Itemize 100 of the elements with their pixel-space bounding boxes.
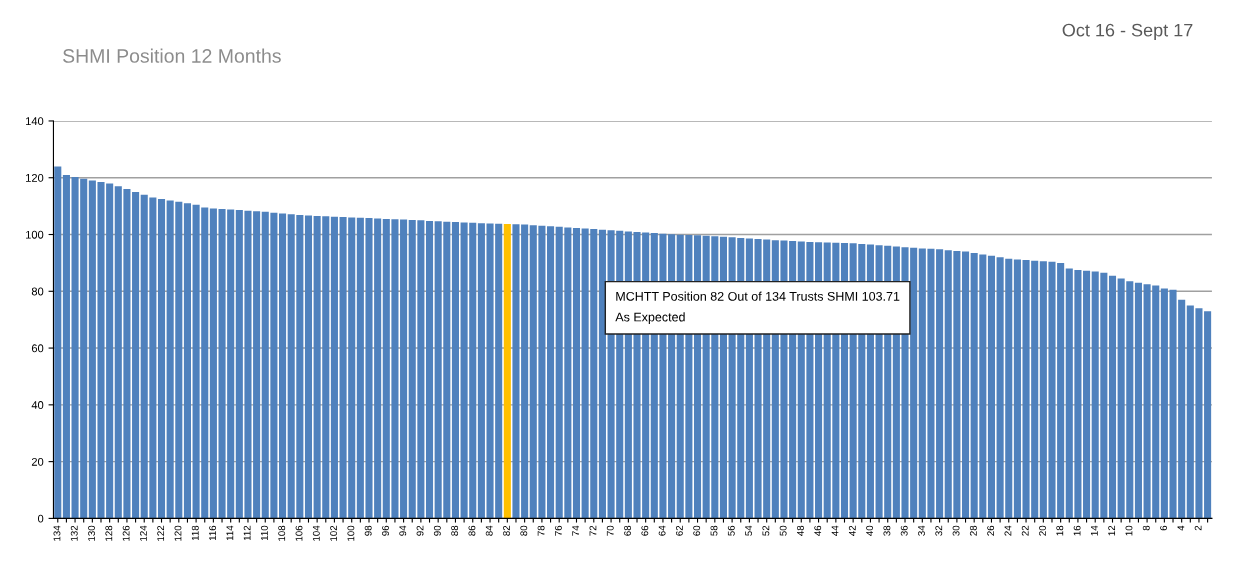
bar — [132, 191, 140, 519]
bar — [330, 216, 338, 519]
bar — [451, 222, 459, 519]
bar — [961, 251, 970, 519]
x-tick-label: 96 — [382, 525, 389, 536]
bar — [54, 166, 62, 519]
x-tick-label: 52 — [762, 525, 770, 536]
bar — [572, 227, 581, 519]
x-tick-label: 12 — [1108, 525, 1116, 536]
x-tick-label: 102 — [330, 525, 338, 541]
chart-subtitle: Oct 16 - Sept 17 — [1062, 23, 1193, 41]
x-tick-label: 26 — [987, 525, 995, 536]
x-tick-label: 54 — [745, 525, 753, 536]
chart-title: SHMI Position 12 Months — [63, 48, 281, 63]
x-tick-label: 68 — [624, 525, 631, 536]
x-tick-label: 110 — [260, 525, 268, 541]
x-tick-label: 108 — [278, 525, 286, 541]
x-tick-label: 20 — [1039, 525, 1046, 536]
x-tick-label: 56 — [727, 525, 735, 536]
x-tick-label: 48 — [797, 525, 804, 536]
x-tick-label: 30 — [952, 525, 960, 536]
x-tick-label: 24 — [1004, 525, 1012, 536]
x-tick-label: 6 — [1160, 525, 1167, 531]
x-tick-label: 66 — [641, 525, 649, 536]
x-tick-label: 60 — [693, 525, 701, 536]
x-tick-label: 104 — [312, 525, 320, 541]
x-tick-label: 78 — [537, 525, 545, 536]
x-tick-label: 38 — [883, 525, 891, 536]
annotation: MCHTT Position 82 Out of 134 Trusts SHMI 103.71 As Expected — [615, 291, 900, 324]
x-tick-label: 36 — [900, 525, 908, 536]
x-tick-label: 32 — [935, 525, 943, 536]
x-tick-label: 22 — [1021, 525, 1029, 536]
x-tick-label: 50 — [779, 525, 787, 536]
bar — [503, 223, 511, 519]
y-tick-label: 20 — [31, 457, 44, 466]
y-tick-label: 0 — [37, 514, 44, 523]
x-tick-label: 14 — [1091, 525, 1098, 536]
x-tick-label: 18 — [1056, 525, 1064, 536]
x-tick-label: 118 — [191, 525, 199, 541]
bar — [1134, 282, 1142, 519]
x-tick-label: 94 — [399, 525, 407, 536]
y-tick-label: 40 — [31, 401, 44, 409]
x-tick-label: 98 — [364, 525, 372, 536]
bar — [547, 226, 555, 519]
bar — [936, 249, 944, 519]
x-tick-label: 124 — [139, 525, 147, 541]
bar — [400, 219, 408, 519]
x-tick-label: 100 — [347, 525, 355, 541]
x-tick-label: 64 — [658, 525, 666, 536]
x-tick-label: 74 — [572, 525, 580, 536]
x-tick-label: 128 — [105, 525, 113, 541]
bar — [425, 220, 434, 519]
x-tick-label: 40 — [866, 525, 874, 536]
x-tick-label: 92 — [416, 525, 424, 536]
x-tick-label: 34 — [918, 525, 925, 536]
x-tick-label: 130 — [88, 525, 95, 541]
x-tick-label: 90 — [433, 525, 441, 536]
bar — [1108, 275, 1117, 519]
x-tick-label: 114 — [226, 525, 234, 541]
x-tick-label: 44 — [831, 525, 839, 536]
bar — [304, 215, 313, 519]
x-tick-label: 134 — [53, 525, 61, 541]
x-tick-label: 16 — [1073, 525, 1081, 536]
x-tick-label: 8 — [1142, 525, 1150, 531]
x-tick-label: 116 — [209, 525, 216, 541]
x-tick-label: 2 — [1194, 525, 1202, 531]
bar — [1083, 270, 1091, 519]
x-tick-label: 72 — [589, 525, 597, 536]
x-tick-label: 4 — [1177, 525, 1185, 531]
x-tick-label: 28 — [969, 525, 977, 536]
x-tick-label: 84 — [485, 525, 493, 536]
x-tick-label: 42 — [848, 525, 856, 536]
x-tick-label: 106 — [295, 525, 303, 541]
x-tick-label: 10 — [1125, 525, 1133, 536]
x-tick-label: 62 — [675, 525, 683, 536]
x-tick-label: 122 — [157, 525, 165, 541]
bar — [62, 174, 70, 519]
y-tick-label: 100 — [26, 230, 44, 239]
y-tick-label: 140 — [26, 117, 44, 126]
bar — [157, 199, 166, 519]
bar — [1013, 259, 1021, 519]
bar — [987, 255, 996, 519]
x-tick-label: 58 — [710, 525, 718, 536]
x-tick-label: 112 — [243, 525, 251, 541]
x-tick-label: 126 — [122, 525, 130, 541]
x-tick-label: 70 — [606, 525, 614, 536]
x-tick-label: 82 — [503, 525, 510, 536]
x-tick-label: 86 — [468, 525, 476, 536]
bar — [279, 213, 287, 519]
bar — [183, 203, 191, 519]
x-tick-label: 120 — [174, 525, 182, 541]
x-tick-label: 88 — [451, 525, 459, 536]
y-tick-label: 60 — [31, 344, 44, 353]
y-tick-label: 120 — [26, 174, 44, 182]
x-tick-label: 132 — [70, 525, 78, 541]
bar — [598, 229, 606, 519]
x-tick-label: 80 — [520, 525, 528, 536]
x-tick-label: 46 — [814, 525, 822, 536]
x-tick-label: 76 — [554, 525, 562, 536]
y-tick-label: 80 — [31, 287, 44, 296]
